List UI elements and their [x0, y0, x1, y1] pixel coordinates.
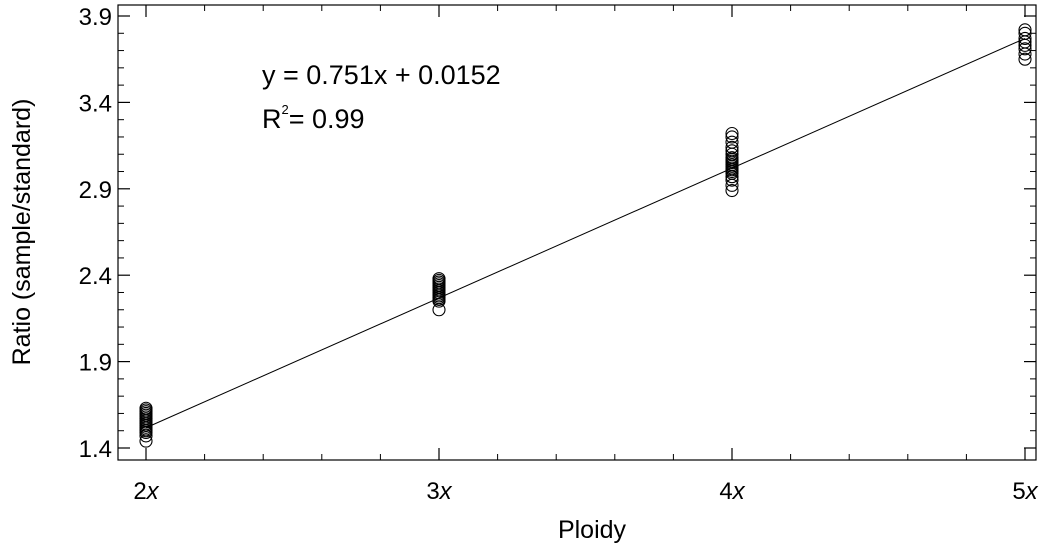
regression-equation: y = 0.751x + 0.0152: [262, 60, 501, 90]
y-tick-label: 1.9: [79, 350, 112, 377]
y-tick-label: 2.9: [79, 177, 112, 204]
r-squared-prefix: R: [262, 104, 282, 134]
y-tick-label: 1.4: [79, 436, 112, 463]
x-tick-unit: x: [1025, 478, 1039, 505]
plot-frame: [117, 4, 1037, 461]
data-points: [139, 23, 1032, 448]
data-point: [725, 126, 739, 141]
data-point: [1018, 38, 1032, 52]
data-point: [1018, 42, 1032, 56]
data-point: [1018, 31, 1032, 46]
x-axis-ticks: 2x 3x 4x 5x: [133, 5, 1039, 505]
data-point: [139, 401, 153, 415]
r-squared-value: = 0.99: [289, 104, 365, 134]
x-tick-number: 2: [133, 478, 146, 505]
x-tick-unit: x: [439, 478, 453, 505]
x-tick-number: 3: [426, 478, 439, 505]
y-axis-title: Ratio (sample/standard): [8, 99, 36, 366]
x-tick-label: 5x: [1012, 478, 1038, 505]
y-tick-label: 3.9: [79, 4, 112, 31]
x-tick-unit: x: [146, 478, 160, 505]
x-tick-label: 3x: [426, 478, 452, 505]
x-tick-number: 4: [719, 478, 732, 505]
y-tick-label: 2.4: [79, 263, 112, 290]
data-point: [1018, 26, 1032, 40]
regression-line: [145, 37, 1026, 429]
x-tick-label: 4x: [719, 478, 745, 505]
data-point: [725, 135, 739, 149]
data-point: [725, 183, 739, 198]
x-tick-unit: x: [732, 478, 746, 505]
y-axis-ticks: 1.4 1.9 2.4 2.9 3.4 3.9: [79, 4, 1036, 463]
data-point: [432, 272, 446, 286]
data-point: [1018, 23, 1032, 37]
data-point: [725, 130, 739, 144]
data-point: [725, 140, 739, 154]
x-axis-title: Ploidy: [558, 516, 627, 544]
x-tick-number: 5: [1012, 478, 1025, 505]
r-squared-exponent: 2: [282, 102, 289, 117]
data-point: [1018, 52, 1032, 66]
x-tick-label: 2x: [133, 478, 159, 505]
data-point: [725, 151, 739, 165]
data-point: [725, 144, 739, 158]
r-squared-label: R2= 0.99: [262, 102, 365, 134]
y-tick-label: 3.4: [79, 90, 112, 117]
